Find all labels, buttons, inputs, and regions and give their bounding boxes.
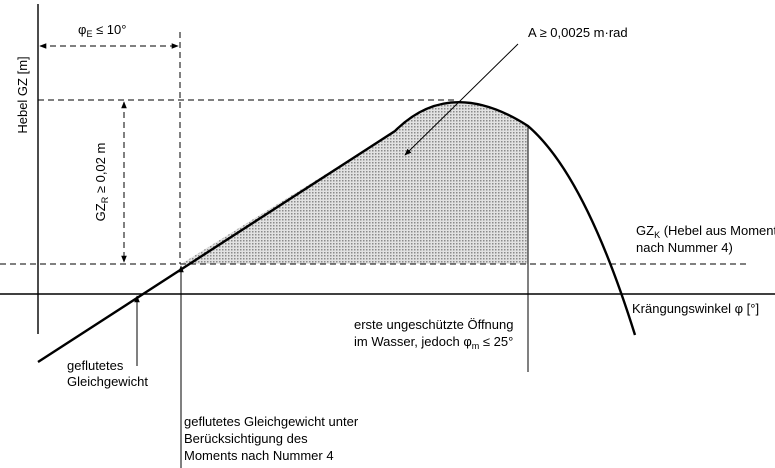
flooded-equilibrium-moment-label-line2: Berücksichtigung des xyxy=(184,431,308,446)
y-axis-label: Hebel GZ [m] xyxy=(15,56,30,133)
flooded-equilibrium-label-line1: geflutetes xyxy=(67,358,124,373)
area-a-pointer xyxy=(404,43,519,156)
flooded-equilibrium-moment-label-line1: geflutetes Gleichgewicht unter xyxy=(184,414,359,429)
gz-r-label: GZR ≥ 0,02 m xyxy=(93,143,110,222)
gz-curve xyxy=(37,101,637,364)
opening-label-line1: erste ungeschützte Öffnung xyxy=(354,317,513,332)
flooded-equilibrium-label-line2: Gleichgewicht xyxy=(67,374,148,389)
gz-k-label-line2: nach Nummer 4) xyxy=(636,240,733,255)
area-a-shading xyxy=(181,102,528,264)
opening-label-line2: im Wasser, jedoch φm ≤ 25° xyxy=(354,334,513,351)
x-axis-label: Krängungswinkel φ [°] xyxy=(632,301,759,316)
phi-e-label: φE ≤ 10° xyxy=(78,22,126,39)
flooded-equilibrium-moment-label-line3: Moments nach Nummer 4 xyxy=(184,448,334,463)
gz-k-label-line1: GZK (Hebel aus Moment xyxy=(636,223,775,240)
area-a-label: A ≥ 0,0025 m·rad xyxy=(528,25,628,40)
